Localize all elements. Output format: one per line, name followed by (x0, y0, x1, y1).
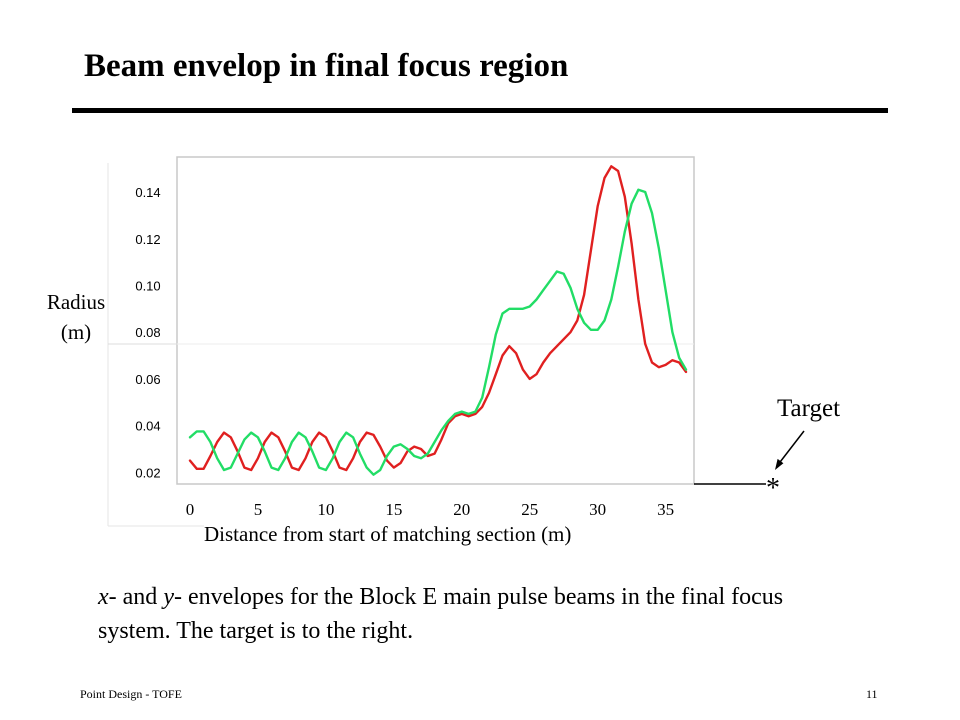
series-lines (188, 165, 688, 476)
x-tick-label: 0 (186, 500, 195, 519)
target-arrow-line (776, 430, 805, 467)
caption-text-1: - and (108, 584, 164, 610)
caption-y-symbol: y (163, 584, 174, 610)
envelope-line-red (188, 165, 688, 472)
y-tick-label: 0.04 (135, 419, 160, 434)
y-tick-label: 0.06 (135, 372, 160, 387)
slide-caption: x- and y- envelopes for the Block E main… (98, 580, 818, 648)
x-tick-label: 25 (521, 500, 538, 519)
x-tick-label: 15 (385, 500, 402, 519)
footer-title: Point Design - TOFE (80, 687, 182, 701)
y-axis-title-line2: (m) (60, 320, 92, 344)
x-tick-label: 30 (589, 500, 606, 519)
y-tick-label: 0.12 (135, 232, 160, 247)
x-tick-labels: 0 5 10 15 20 25 30 35 (186, 500, 674, 519)
y-axis-title-line1: Radius (46, 290, 106, 314)
envelope-line-green (188, 188, 688, 476)
y-tick-labels: 0.02 0.04 0.06 0.08 0.10 0.12 0.14 (135, 185, 160, 480)
target-label: Target (777, 395, 841, 422)
x-tick-label: 20 (453, 500, 470, 519)
title-underline (72, 108, 888, 113)
x-axis-title: Distance from start of matching section … (204, 522, 572, 546)
x-tick-label: 35 (657, 500, 674, 519)
y-tick-label: 0.10 (135, 278, 160, 293)
y-axis-title: Radius (m) (30, 287, 122, 347)
page-number: 11 (866, 687, 878, 701)
target-marker: * (766, 473, 780, 504)
target-arrowhead (775, 458, 784, 470)
slide-title: Beam envelop in final focus region (84, 48, 569, 84)
plot-frame (176, 156, 695, 485)
x-tick-label: 10 (317, 500, 334, 519)
x-tick-label: 5 (254, 500, 263, 519)
y-tick-label: 0.02 (135, 465, 160, 480)
y-tick-label: 0.14 (135, 185, 160, 200)
caption-text-2: - envelopes for the Block E main pulse b… (98, 584, 784, 644)
y-tick-label: 0.08 (135, 325, 160, 340)
caption-x-symbol: x (98, 584, 109, 610)
